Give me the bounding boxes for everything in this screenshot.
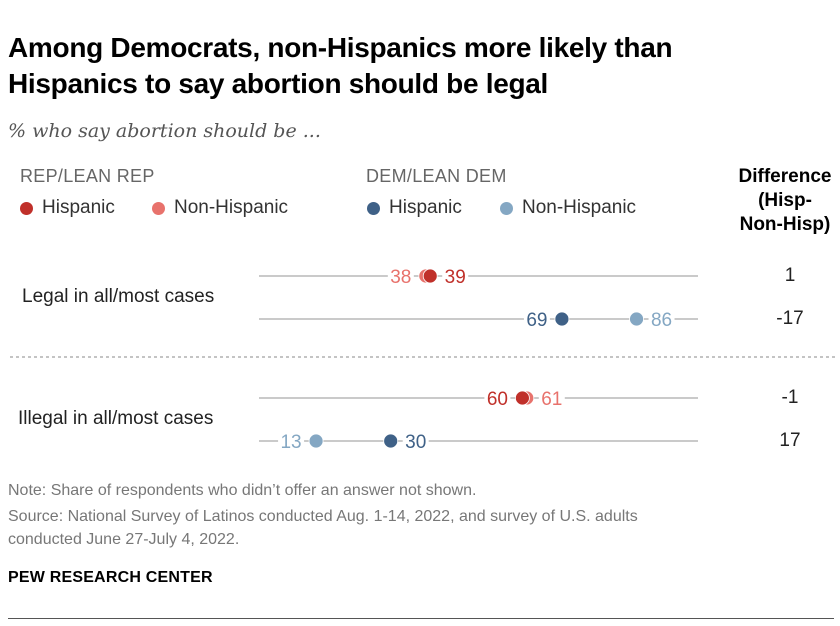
legend-label: Non-Hispanic: [174, 197, 289, 218]
category-label-legal: Legal in all/most cases: [22, 286, 215, 307]
difference-value: 17: [779, 430, 801, 451]
data-label-hispanic: 69: [526, 310, 547, 331]
data-label-hispanic: 39: [445, 267, 466, 288]
source-line: Source: National Survey of Latinos condu…: [8, 508, 638, 525]
brand-logo-text: PEW RESEARCH CENTER: [8, 569, 213, 586]
legend-dot-icon: [20, 201, 33, 215]
bottom-rule: [8, 618, 834, 619]
legend-dot-icon: [500, 201, 513, 215]
data-label-non-hispanic: 61: [541, 389, 562, 410]
data-label-bg: [523, 308, 550, 330]
data-label-bg: [278, 430, 305, 452]
source-line: conducted June 27-July 4, 2022.: [8, 531, 240, 548]
legend-rep-non-hispanic: Non-Hispanic: [152, 197, 288, 219]
data-label-bg: [648, 308, 675, 330]
data-label-bg: [442, 265, 469, 287]
dot-dem-hispanic: [383, 433, 399, 449]
chart-title: Among Democrats, non-Hispanics more like…: [8, 32, 673, 99]
dot-rep-hispanic: [422, 268, 438, 284]
data-label-non-hispanic: 13: [280, 432, 301, 453]
data-label-hispanic: 30: [405, 432, 426, 453]
difference-value: 1: [784, 265, 796, 286]
data-label-bg: [538, 387, 565, 409]
note: Note: Share of respondents who didn’t of…: [8, 482, 477, 499]
legend-dot-icon: [367, 201, 380, 215]
difference-header-line: Non-Hisp): [739, 214, 831, 235]
dot-dem-non-hispanic: [308, 433, 324, 449]
legend-dem-non-hispanic: Non-Hispanic: [500, 197, 636, 219]
data-label-bg: [402, 430, 429, 452]
difference-header-line: (Hisp-: [758, 190, 812, 211]
category-label-illegal: Illegal in all/most cases: [18, 408, 214, 429]
difference-header-line: Difference: [738, 166, 832, 187]
dot-dem-non-hispanic: [629, 311, 644, 327]
difference-header: Difference (Hisp- Non-Hisp): [730, 165, 840, 237]
legend-rep-hispanic: Hispanic: [20, 197, 115, 219]
chart-subtitle: % who say abortion should be ...: [8, 120, 321, 142]
difference-value: -1: [781, 387, 799, 408]
data-label-bg: [387, 265, 414, 287]
legend-group-dem: DEM/LEAN DEM: [366, 166, 507, 186]
legend-label: Hispanic: [42, 197, 115, 218]
legend-label: Hispanic: [389, 197, 462, 218]
difference-value: -17: [776, 308, 804, 329]
legend-label: Non-Hispanic: [522, 197, 637, 218]
dot-rep-hispanic: [515, 390, 530, 406]
legend-group-rep: REP/LEAN REP: [20, 166, 155, 186]
data-label-non-hispanic: 86: [651, 310, 672, 331]
legend-dem-hispanic: Hispanic: [367, 197, 462, 219]
data-label-hispanic: 60: [487, 389, 508, 410]
data-label-bg: [484, 387, 511, 409]
legend-dot-icon: [152, 201, 165, 215]
data-label-non-hispanic: 38: [390, 267, 411, 288]
dot-dem-hispanic: [554, 311, 570, 327]
